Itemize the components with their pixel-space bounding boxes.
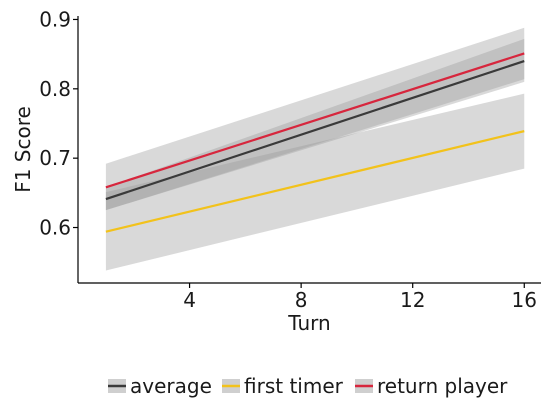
x-tick-label: 16	[512, 288, 537, 312]
legend-item-first-timer: first timer	[222, 374, 344, 398]
y-tick-label: 0.6	[39, 216, 71, 240]
confidence-bands	[105, 27, 525, 271]
y-tick-label: 0.7	[39, 146, 71, 170]
legend-label: average	[130, 374, 212, 398]
series-lines	[105, 52, 525, 233]
axes: 4 8 12 16 0.6 0.7 0.8 0.9	[39, 7, 541, 312]
y-axis-title: F1 Score	[11, 106, 35, 193]
x-axis-title: Turn	[287, 311, 330, 335]
series-line-first-timer	[105, 130, 525, 233]
x-tick-label: 4	[183, 288, 196, 312]
legend-item-average: average	[108, 374, 212, 398]
legend-item-return-player: return player	[355, 374, 508, 398]
y-tick-label: 0.8	[39, 77, 71, 101]
x-tick-label: 8	[295, 288, 308, 312]
legend-label: first timer	[244, 374, 344, 398]
x-tick-label: 12	[400, 288, 425, 312]
series-line-return-player	[105, 52, 525, 189]
legend: average first timer return player	[108, 374, 508, 398]
y-tick-label: 0.9	[39, 7, 71, 31]
legend-label: return player	[377, 374, 508, 398]
series-line-average	[105, 60, 525, 201]
confidence-band-average	[105, 38, 525, 211]
